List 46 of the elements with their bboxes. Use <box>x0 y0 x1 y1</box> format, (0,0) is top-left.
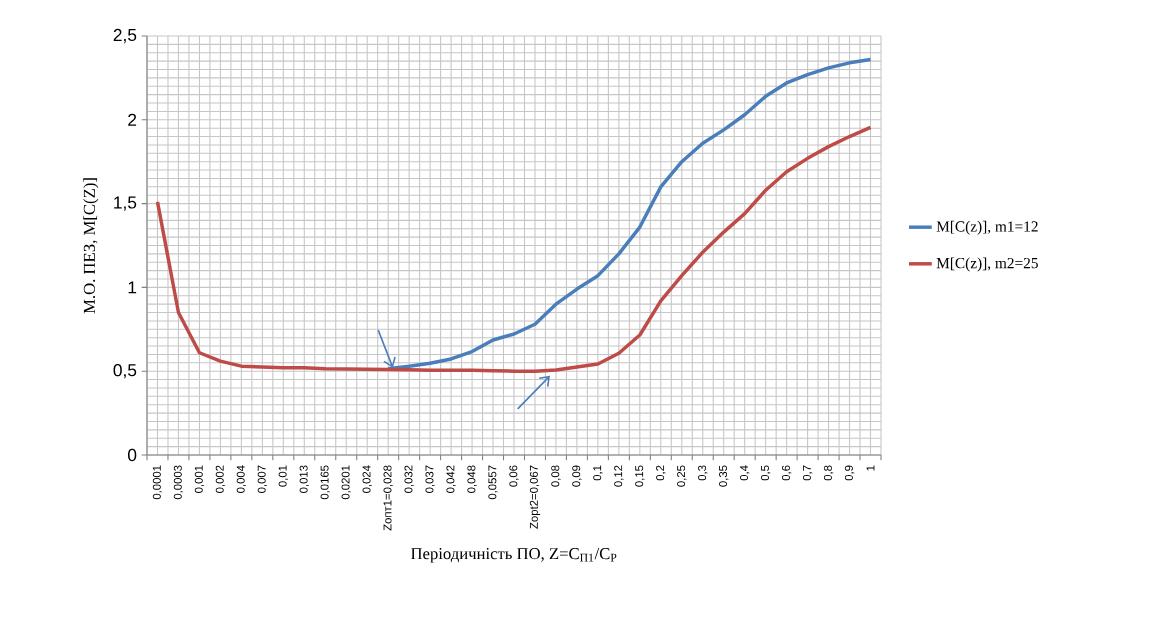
x-tick-label: 0,9 <box>844 465 855 481</box>
x-tick-label: Zopt2=0,067 <box>529 465 541 529</box>
x-tick-label: 0,12 <box>614 465 624 487</box>
x-tick-label: Zопт1=0,028 <box>383 465 393 531</box>
x-tick-label: 0,3 <box>698 465 708 481</box>
x-tick-label: 0,042 <box>446 465 456 493</box>
x-tick-label: 0,001 <box>194 465 205 493</box>
x-tick-label: 0,013 <box>299 465 309 493</box>
x-tick-label: 0,032 <box>404 465 414 493</box>
y-tick-label: 2 <box>128 113 137 126</box>
x-tick-label: 0,01 <box>278 465 288 487</box>
x-tick-label: 0,0557 <box>488 465 498 500</box>
x-tick-label: 0,08 <box>551 465 561 487</box>
x-tick-label: 0,0165 <box>320 465 330 500</box>
x-tick-label: 0,6 <box>781 465 792 481</box>
x-tick-label: 0,0201 <box>341 465 351 500</box>
x-tick-label: 0,048 <box>467 465 477 493</box>
x-tick-label: 0,1 <box>593 465 603 481</box>
x-tick-label: 0,2 <box>656 465 666 481</box>
x-tick-label: 0,8 <box>823 465 834 481</box>
x-tick-label: 0,5 <box>760 465 771 481</box>
x-tick-label: 0,06 <box>509 465 519 487</box>
x-tick-label: 0,0001 <box>152 465 163 500</box>
line-series <box>386 57 873 371</box>
x-tick-label: 1 <box>866 465 875 471</box>
x-tick-label: 0,35 <box>719 465 729 487</box>
y-tick-label: 0,5 <box>113 364 137 379</box>
y-tick-label: 1,5 <box>114 196 137 211</box>
x-tick-label: 0,15 <box>635 465 645 487</box>
x-tick-label: 0,7 <box>802 465 813 481</box>
legend-label: M[C(z)], m1=12 <box>936 220 1038 235</box>
x-tick-label: 0,0003 <box>173 465 184 500</box>
x-tick-label: 0,024 <box>362 465 372 493</box>
x-tick-label: 0,004 <box>236 465 247 493</box>
x-tick-label: 0,25 <box>677 465 687 487</box>
x-tick-label: 0,09 <box>572 465 582 487</box>
y-axis-title: М.О. ПЕЗ, M[C(Z)] <box>83 178 99 314</box>
y-tick-label: 2,5 <box>113 28 137 44</box>
x-tick-label: 0,002 <box>215 465 226 493</box>
x-tick-label: 0,4 <box>740 465 750 481</box>
x-tick-label: 0,037 <box>425 465 435 493</box>
y-tick-label: 1 <box>128 281 137 294</box>
legend-label: M[C(z)], m2=25 <box>936 257 1038 272</box>
y-tick-label: 0 <box>127 448 137 462</box>
x-tick-label: 0,007 <box>257 465 268 493</box>
x-axis-title: Періодичність ПО, Z=C$_{П1}$/C$_{Р}$ <box>411 548 617 563</box>
